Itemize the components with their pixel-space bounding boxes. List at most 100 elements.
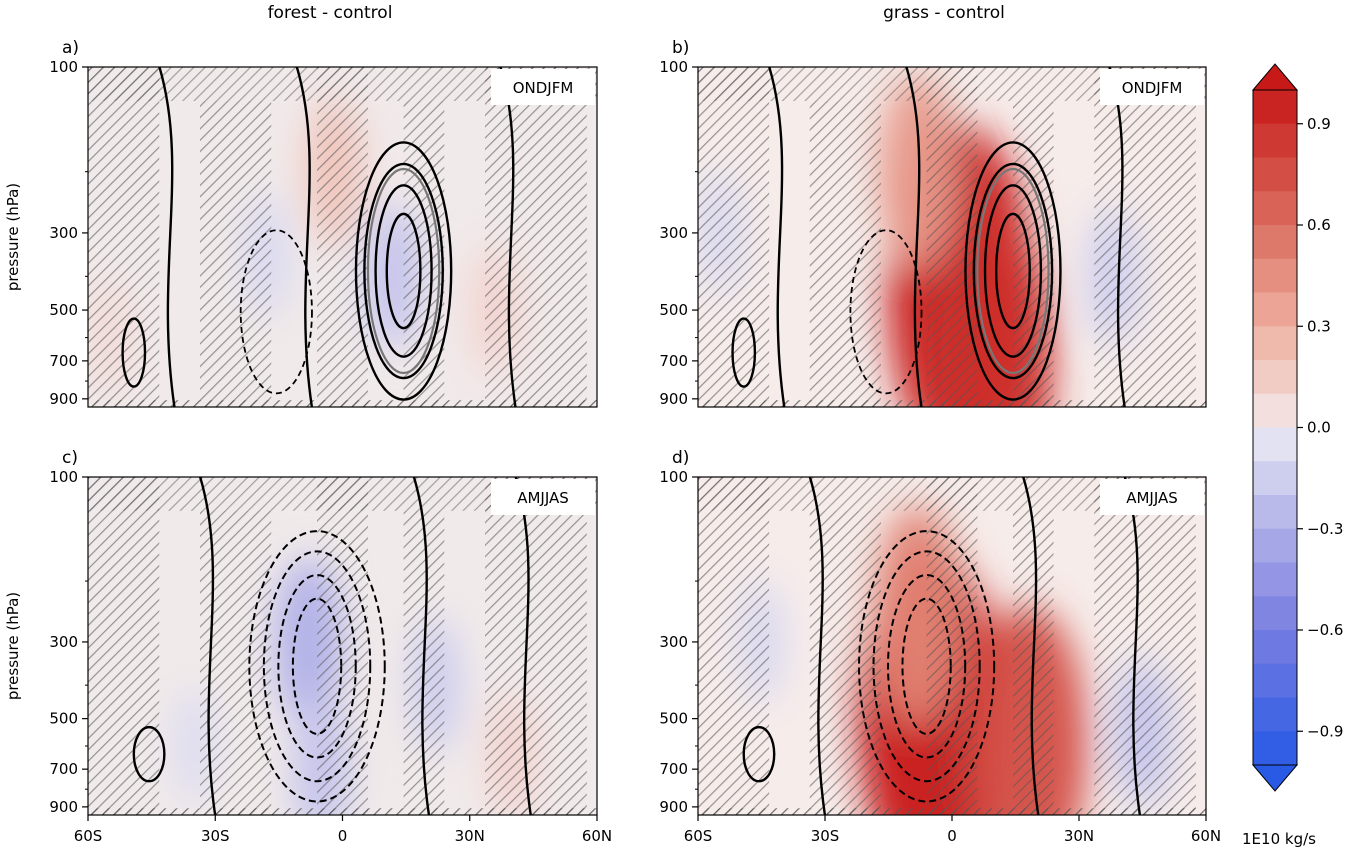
- x-tick-label: 0: [947, 827, 957, 845]
- contour-line-zero: [905, 67, 923, 407]
- contour-line: [363, 162, 444, 380]
- season-label: ONDJFM: [1122, 79, 1183, 97]
- contour-line: [354, 141, 453, 401]
- contour-line-zero: [412, 477, 431, 815]
- x-tick-label: 30S: [201, 827, 230, 845]
- hatch-band: [317, 67, 368, 407]
- y-tick-label: 300: [659, 633, 688, 651]
- hatch-band: [88, 400, 597, 407]
- contour-line: [983, 184, 1043, 358]
- contour-line-negative: [849, 229, 923, 395]
- y-tick-label: 700: [49, 352, 78, 370]
- axes-frame: [87, 66, 598, 408]
- hatch-band: [485, 67, 587, 407]
- contour-line-zero: [1022, 477, 1040, 815]
- contour-line: [742, 725, 776, 783]
- y-tick-label: 300: [659, 224, 688, 242]
- season-box: [1100, 69, 1204, 105]
- contour-line-zero: [1123, 477, 1142, 815]
- contour-line: [964, 141, 1062, 401]
- x-tick-label: 30N: [1064, 827, 1094, 845]
- y-tick-label: 700: [659, 352, 688, 370]
- contour-line: [374, 184, 433, 358]
- hatch-band: [698, 477, 770, 815]
- x-tick-label: 30N: [455, 827, 485, 845]
- contour-line-zero: [199, 477, 217, 815]
- contour-line-negative: [872, 550, 981, 783]
- contour-line-zero: [499, 67, 517, 407]
- y-tick-label: 300: [49, 633, 78, 651]
- contour-line-negative: [277, 574, 357, 759]
- colorbar: 0.9 0.6 0.3 0.0 −0.3 −0.6 −0.9 1E10 kg/s: [1242, 63, 1343, 848]
- panel-label: b): [672, 38, 689, 58]
- colorbar-level: [1253, 191, 1297, 226]
- y-tick-label: 100: [49, 468, 78, 486]
- contour-line: [731, 317, 757, 388]
- contour-line-negative: [858, 530, 996, 803]
- y-axis-label: pressure (hPa): [4, 592, 22, 700]
- colorbar-level: [1253, 292, 1297, 327]
- hatch-band: [88, 808, 597, 815]
- column-title-grass: grass - control: [883, 3, 1005, 23]
- contour-line: [994, 212, 1031, 330]
- colorbar-level: [1253, 596, 1297, 631]
- y-tick-label: 900: [49, 390, 78, 408]
- colorbar-tick-label: 0.6: [1307, 216, 1331, 234]
- colorbar-level: [1253, 731, 1297, 766]
- hatch-band: [317, 477, 368, 815]
- colorbar-level: [1253, 461, 1297, 496]
- contour-line-negative: [239, 229, 313, 395]
- hatch-band: [1094, 477, 1196, 815]
- y-tick-label: 100: [659, 468, 688, 486]
- colorbar-level: [1253, 326, 1297, 361]
- colorbar-tick-label: 0.3: [1307, 317, 1331, 335]
- y-tick-label: 300: [49, 224, 78, 242]
- y-tick-label: 700: [659, 760, 688, 778]
- panel-2: ONDJFM b)100 300 500 700 900: [659, 38, 1207, 408]
- hatch-band: [485, 477, 587, 815]
- x-tick-label: 30S: [811, 827, 840, 845]
- contours: [132, 477, 532, 815]
- axes-frame: [697, 66, 1207, 408]
- y-tick-label: 900: [659, 798, 688, 816]
- y-tick-label: 500: [659, 301, 688, 319]
- contour-line-zero: [514, 477, 532, 815]
- y-tick-label: 500: [49, 710, 78, 728]
- hatch-band: [809, 101, 881, 407]
- colorbar-level: [1253, 562, 1297, 597]
- contours: [731, 67, 1126, 407]
- season-label: ONDJFM: [513, 79, 574, 97]
- contour-line: [121, 317, 147, 388]
- y-tick-label: 500: [49, 301, 78, 319]
- contour-line: [972, 162, 1054, 380]
- y-tick-label: 900: [659, 390, 688, 408]
- colorbar-level: [1253, 360, 1297, 395]
- colorbar-extend-top: [1251, 63, 1299, 91]
- colorbar-tick-label: −0.3: [1307, 520, 1343, 538]
- colorbar-tick-label: −0.9: [1307, 722, 1343, 740]
- column-title-forest: forest - control: [268, 3, 393, 23]
- colorbar-level: [1253, 258, 1297, 293]
- y-axis-label: pressure (hPa): [4, 183, 22, 291]
- panel-1: ONDJFM a)100 300 500 700 900 pressure (hPa): [4, 38, 598, 408]
- contour-line-negative: [291, 597, 343, 735]
- hatch-band: [199, 101, 272, 407]
- contours: [742, 477, 1142, 815]
- contour-line-zero: [768, 67, 786, 407]
- contour-line-zero: [158, 67, 176, 407]
- colorbar-level: [1253, 90, 1297, 125]
- colorbar-level: [1253, 393, 1297, 428]
- contour-line-zero: [295, 67, 314, 407]
- colorbar-level: [1253, 630, 1297, 665]
- y-tick-label: 500: [659, 710, 688, 728]
- colorbar-level: [1253, 123, 1297, 158]
- contour-line-control: [366, 167, 441, 375]
- colorbar-tick-label: 0.9: [1307, 115, 1331, 133]
- colorbar-tick-label: 0.0: [1307, 419, 1331, 437]
- season-box: [491, 69, 595, 105]
- season-box: [1100, 479, 1204, 515]
- colorbar-unit-label: 1E10 kg/s: [1242, 830, 1316, 848]
- colorbar-tick-label: −0.6: [1307, 621, 1343, 639]
